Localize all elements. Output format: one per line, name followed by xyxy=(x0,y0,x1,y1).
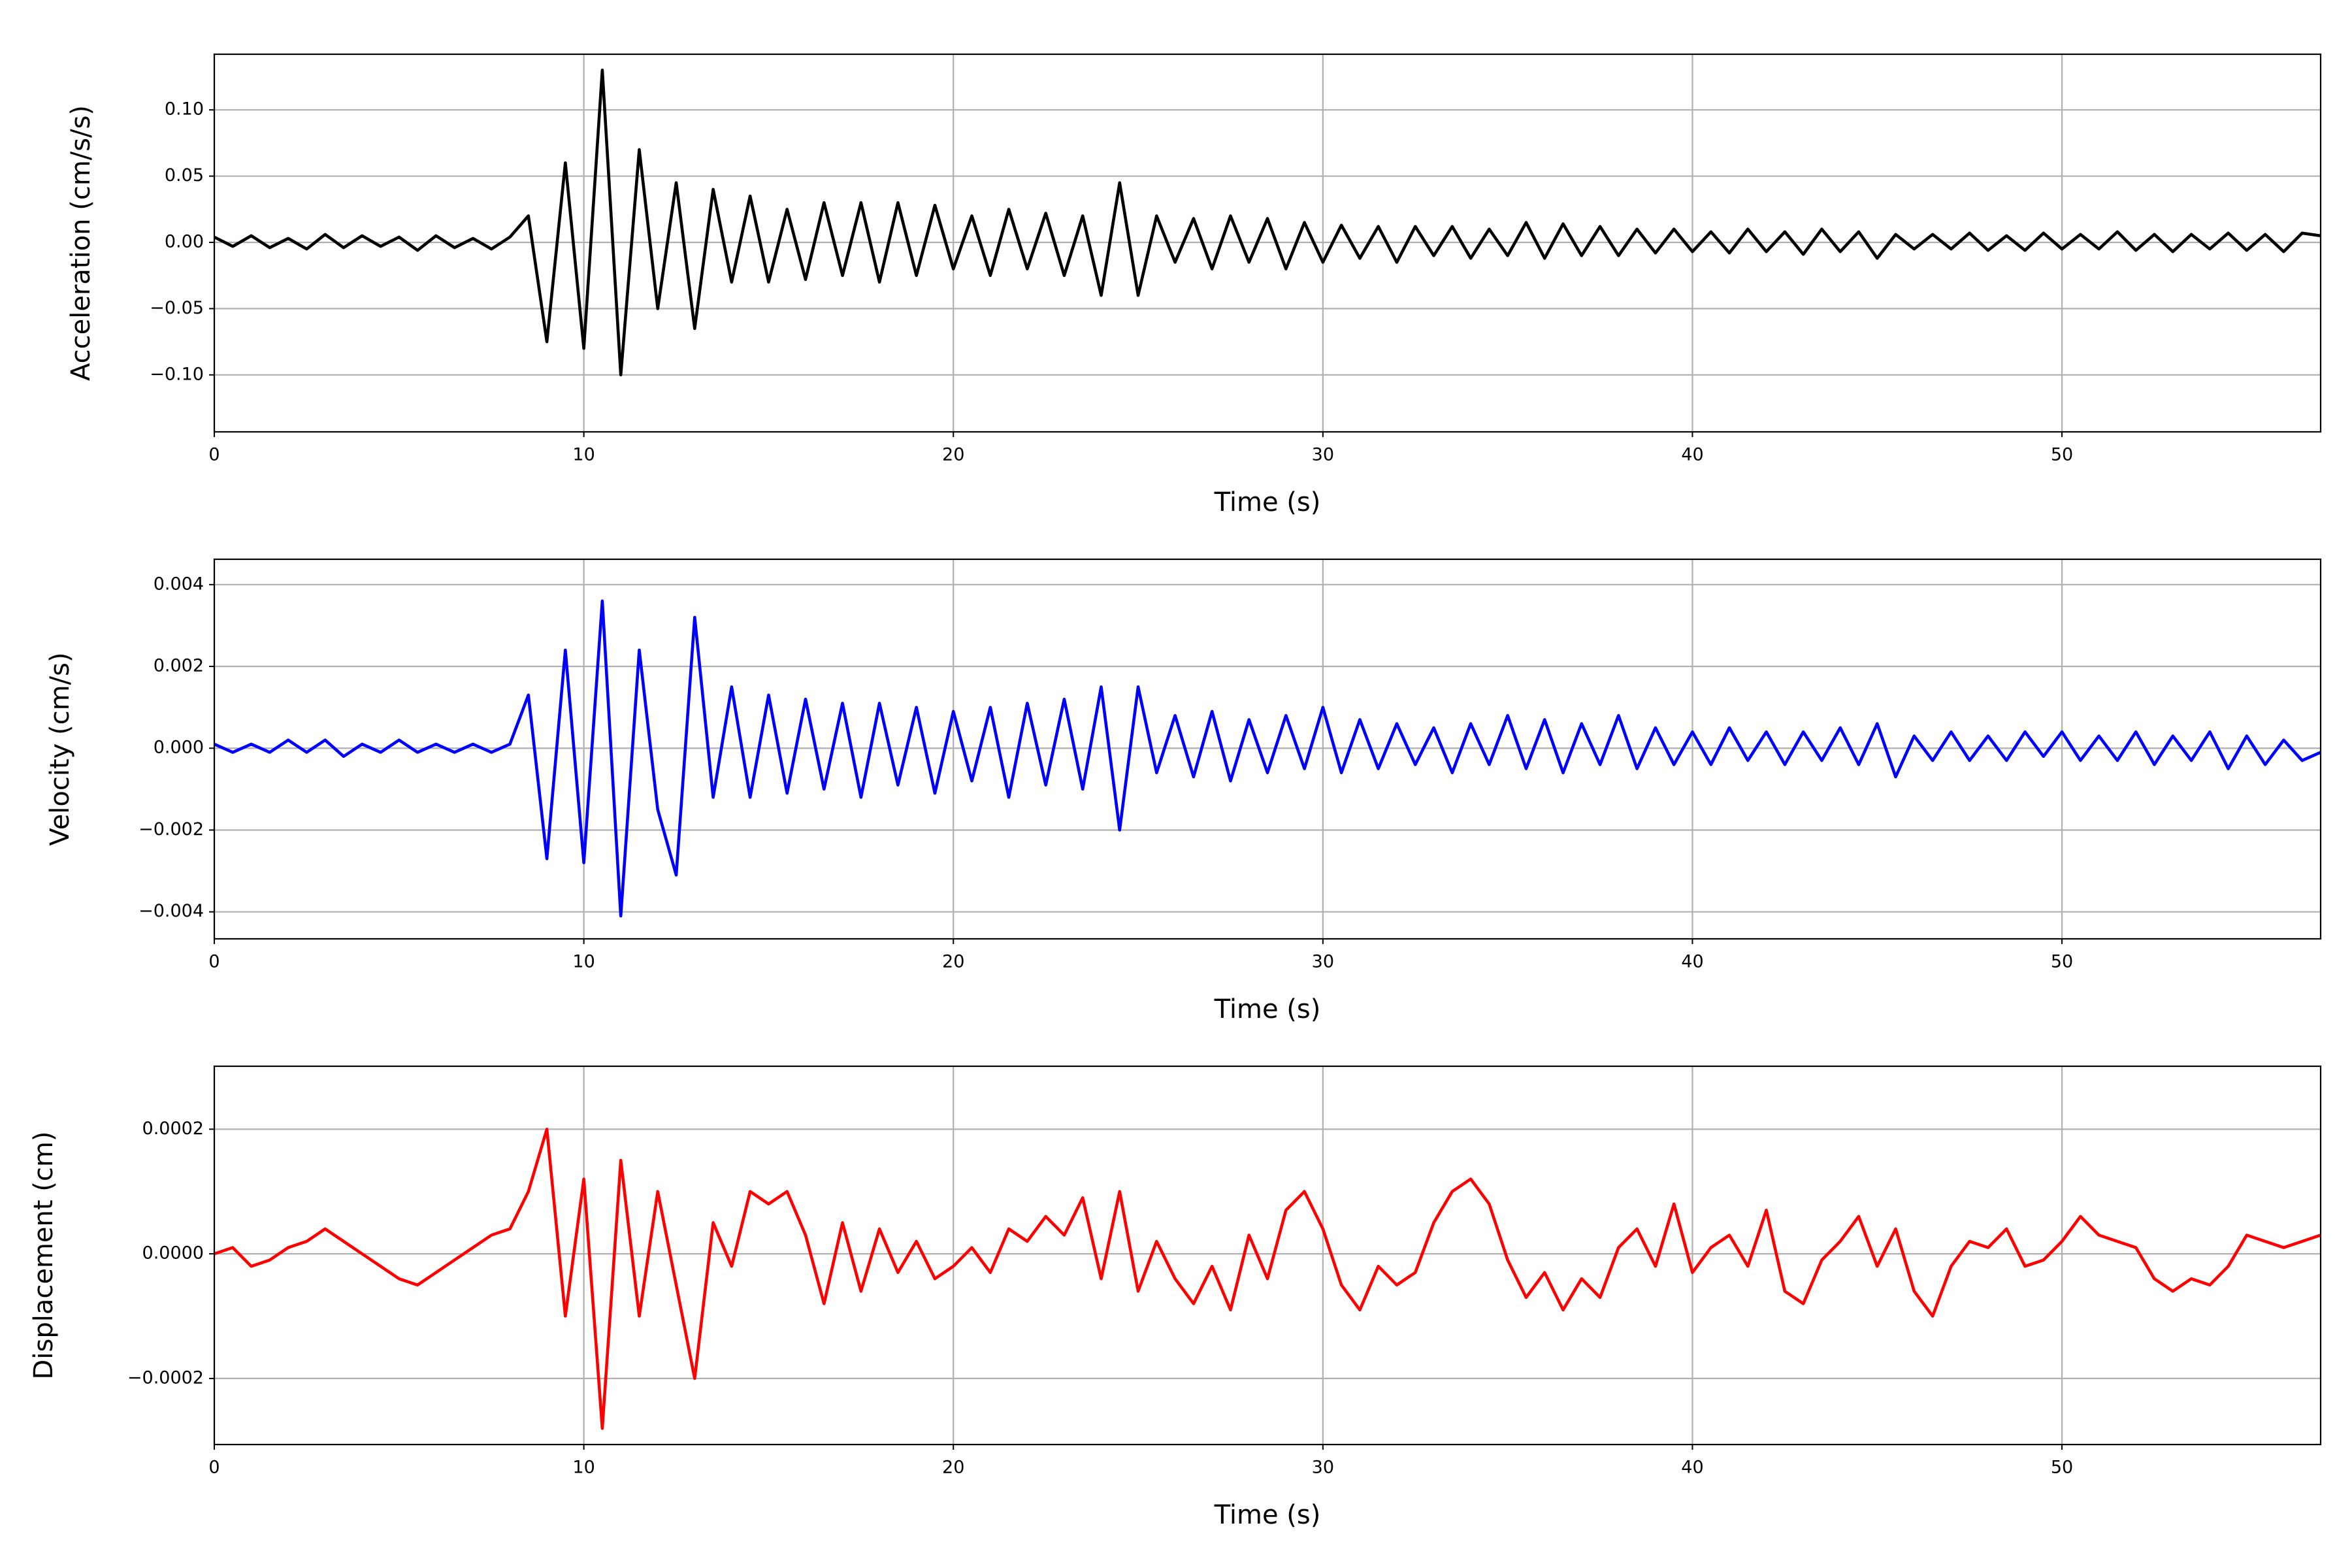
y-tick-label: 0.0002 xyxy=(142,1119,204,1139)
x-tick-label: 40 xyxy=(1681,445,1703,465)
x-tick-label: 0 xyxy=(208,445,220,465)
y-tick-label: −0.004 xyxy=(139,901,204,921)
signal-line xyxy=(213,69,2321,377)
x-tick-label: 20 xyxy=(942,952,964,972)
y-tick-label: 0.004 xyxy=(154,574,204,594)
x-tick-label: 10 xyxy=(572,1458,595,1478)
axes-frame xyxy=(213,1065,2322,1446)
axes: 0 10 20 30 40 50 −0.004 −0.002 0.000 0.002 0.004 Ti… xyxy=(45,558,2322,1024)
y-axis-label: Displacement (cm) xyxy=(29,1132,59,1380)
x-tick-label: 30 xyxy=(1312,1458,1334,1478)
x-axis-label: Time (s) xyxy=(1214,487,1321,517)
x-tick-label: 40 xyxy=(1681,952,1703,972)
y-tick-label: 0.05 xyxy=(165,165,204,186)
x-tick-label: 50 xyxy=(2051,1458,2073,1478)
y-axis-label: Velocity (cm/s) xyxy=(45,652,75,845)
x-tick-label: 40 xyxy=(1681,1458,1703,1478)
y-tick-label: 0.00 xyxy=(165,231,204,252)
signal-line xyxy=(214,599,2321,918)
x-tick-label: 30 xyxy=(1312,445,1334,465)
x-tick-label: 30 xyxy=(1312,952,1334,972)
y-axis-label: Acceleration (cm/s/s) xyxy=(66,105,96,381)
y-tick-label: −0.0002 xyxy=(127,1367,204,1388)
x-tick-label: 50 xyxy=(2051,445,2073,465)
x-tick-label: 10 xyxy=(572,445,595,465)
axes: 0 10 20 30 40 50 −0.0002 0.0000 0.0002 Time (s) Di… xyxy=(29,1065,2322,1530)
x-tick-label: 20 xyxy=(942,445,964,465)
axes-frame xyxy=(213,53,2322,433)
y-tick-label: 0.10 xyxy=(165,99,204,120)
x-axis-label: Time (s) xyxy=(1214,1500,1321,1530)
y-tick-label: −0.10 xyxy=(150,364,204,384)
x-tick-label: 50 xyxy=(2051,952,2073,972)
y-tick-label: −0.002 xyxy=(139,819,204,840)
x-tick-label: 0 xyxy=(208,952,220,972)
signal-line xyxy=(214,1128,2321,1430)
axes: 0 10 20 30 40 50 −0.10 −0.05 0.00 0.05 0.10 Time (s… xyxy=(66,53,2322,517)
y-tick-label: 0.002 xyxy=(154,656,204,676)
y-tick-label: 0.000 xyxy=(154,738,204,758)
x-tick-label: 0 xyxy=(208,1458,220,1478)
x-tick-label: 20 xyxy=(942,1458,964,1478)
axes-frame xyxy=(213,558,2322,940)
x-axis-label: Time (s) xyxy=(1214,994,1321,1024)
y-tick-label: 0.0000 xyxy=(142,1243,204,1264)
y-tick-label: −0.05 xyxy=(150,298,204,318)
x-tick-label: 10 xyxy=(572,952,595,972)
